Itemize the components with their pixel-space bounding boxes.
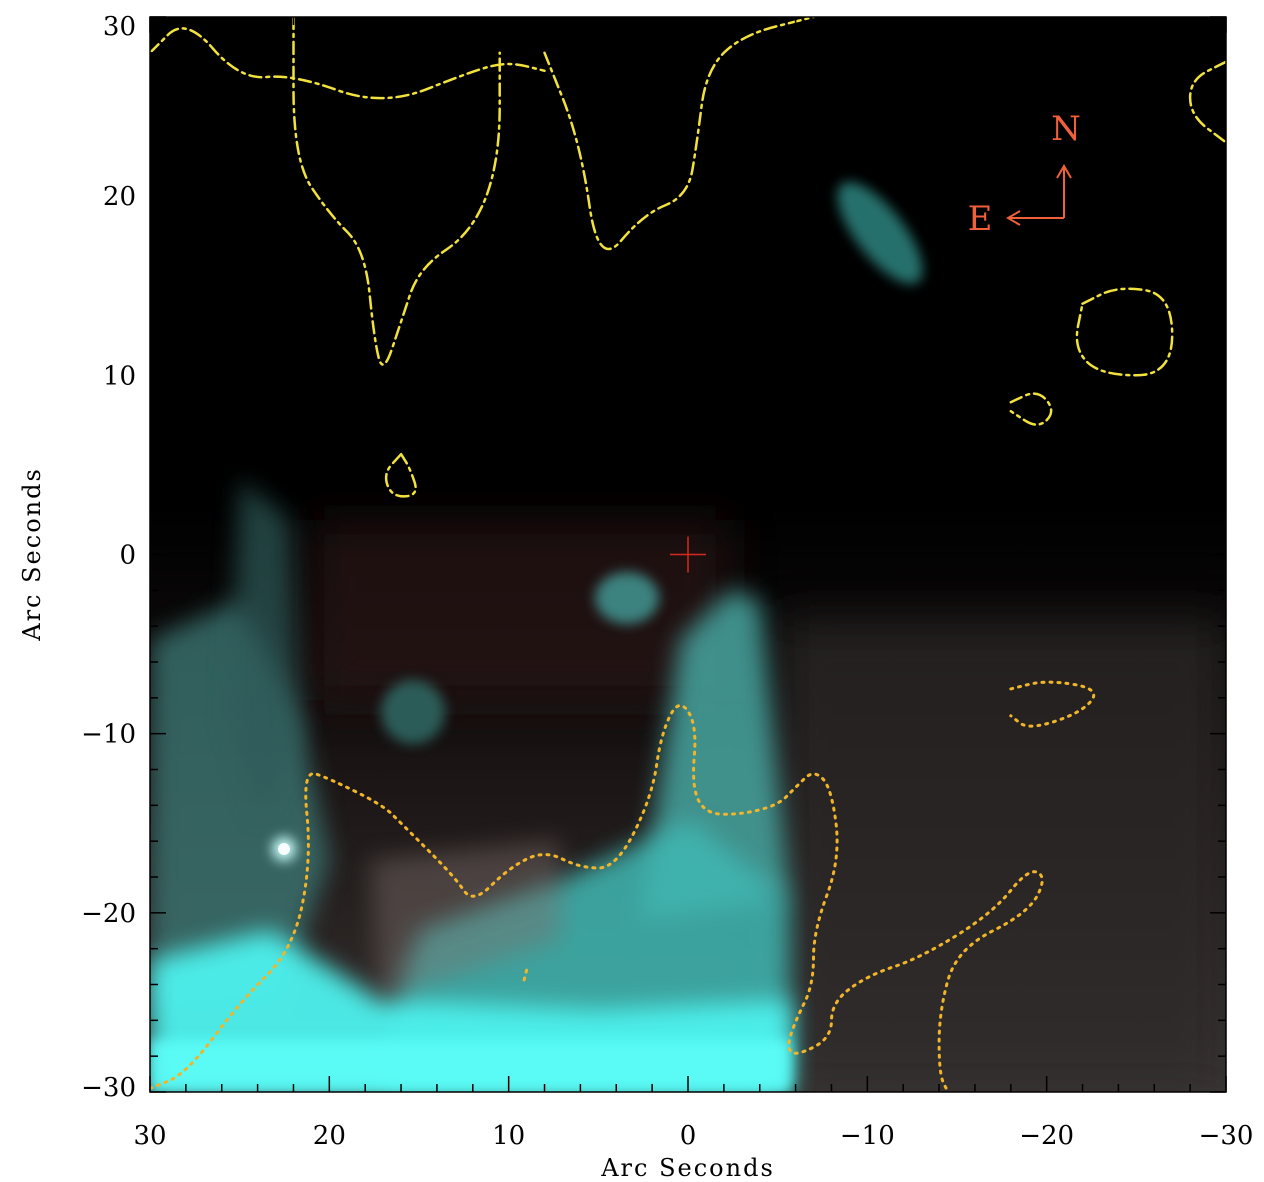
y-tick-label: −20: [81, 899, 136, 929]
x-tick-label: −30: [1199, 1121, 1254, 1151]
dashdot-contour-0: [150, 27, 546, 100]
compass-east-label: E: [968, 199, 993, 239]
axis-ticks: [149, 16, 1227, 1093]
y-tick-labels: 30 20 10 0 −10 −20 −30: [81, 12, 136, 1103]
dashdot-contour-6: [384, 452, 417, 498]
x-axis-title: Arc Seconds: [600, 1154, 775, 1182]
dashdot-contour-5: [1009, 392, 1053, 426]
x-tick-label: 10: [492, 1121, 525, 1151]
y-axis-title: Arc Seconds: [18, 467, 46, 642]
x-tick-label: 0: [680, 1121, 697, 1151]
y-tick-label: −30: [81, 1073, 136, 1103]
y-tick-label: −10: [81, 720, 136, 750]
dotted-contour-8: [1009, 680, 1096, 728]
compass-rose: N E: [968, 109, 1081, 239]
x-tick-label: 30: [133, 1121, 166, 1151]
x-tick-label: 20: [313, 1121, 346, 1151]
y-tick-label: 0: [119, 541, 136, 571]
dashdot-contour-4: [1075, 287, 1174, 377]
contour-layer: [150, 17, 1226, 1092]
dotted-contour-7: [150, 704, 1044, 1092]
center-marker: [670, 536, 706, 573]
dotted-contour-9: [521, 968, 529, 986]
dashdot-contour-2: [543, 17, 815, 251]
x-tick-label: −10: [840, 1121, 895, 1151]
x-tick-labels: 30 20 10 0 −10 −20 −30: [133, 1121, 1253, 1151]
y-tick-label: 20: [103, 182, 136, 212]
y-tick-label: 10: [103, 361, 136, 391]
emission-image: [150, 181, 1226, 1092]
compass-north-label: N: [1051, 109, 1081, 149]
dashdot-contour-1: [292, 17, 501, 366]
y-tick-label: 30: [103, 12, 136, 42]
x-tick-label: −20: [1019, 1121, 1074, 1151]
dashdot-contour-3: [1188, 60, 1226, 144]
